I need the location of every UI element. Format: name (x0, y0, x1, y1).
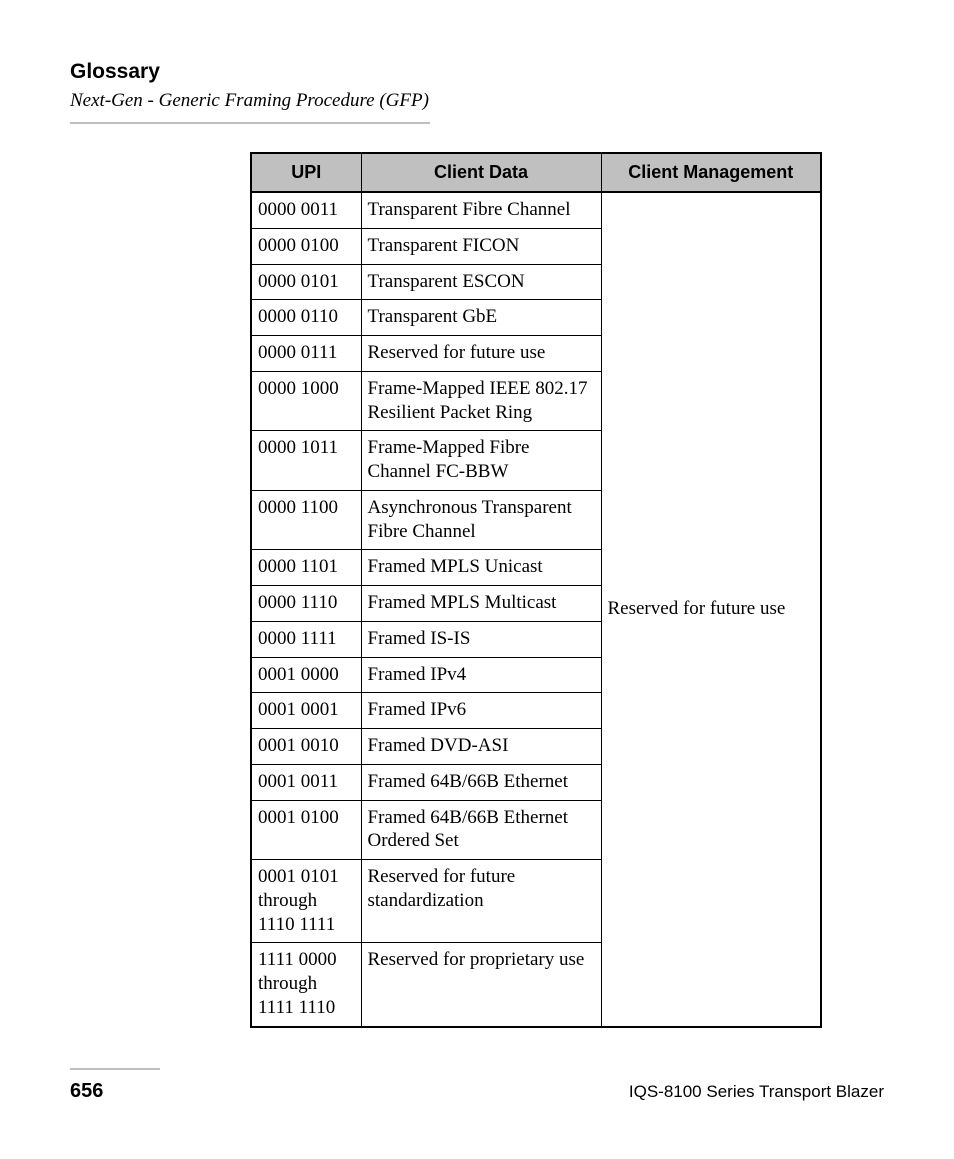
upi-table: UPI Client Data Client Management 0000 0… (250, 152, 822, 1028)
col-header-client-management: Client Management (601, 153, 821, 192)
section-title: Glossary (70, 60, 884, 84)
header-rule (70, 122, 430, 124)
upi-table-wrap: UPI Client Data Client Management 0000 0… (250, 152, 884, 1028)
cell-upi: 0000 1111 (251, 621, 361, 657)
cell-client-data: Framed MPLS Multicast (361, 586, 601, 622)
cell-upi: 0001 0010 (251, 729, 361, 765)
page-content: Glossary Next-Gen - Generic Framing Proc… (0, 0, 954, 1028)
cell-upi: 1111 0000 through 1111 1110 (251, 943, 361, 1027)
cell-client-data: Transparent ESCON (361, 264, 601, 300)
cell-client-data: Framed MPLS Unicast (361, 550, 601, 586)
page-number: 656 (70, 1080, 103, 1103)
product-name: IQS-8100 Series Transport Blazer (629, 1082, 884, 1102)
cell-client-data: Transparent FICON (361, 228, 601, 264)
cell-client-data: Frame-Mapped Fibre Channel FC-BBW (361, 431, 601, 491)
cell-client-data: Reserved for future standardization (361, 860, 601, 943)
cell-upi: 0001 0100 (251, 800, 361, 860)
cell-client-data: Framed DVD-ASI (361, 729, 601, 765)
cell-upi: 0000 1101 (251, 550, 361, 586)
cell-upi: 0000 1000 (251, 371, 361, 431)
footer-rule (70, 1068, 160, 1070)
cell-upi: 0001 0001 (251, 693, 361, 729)
upi-table-body: 0000 0011Transparent Fibre ChannelReserv… (251, 192, 821, 1027)
cell-client-data: Framed IPv6 (361, 693, 601, 729)
cell-client-data: Transparent GbE (361, 300, 601, 336)
section-subtitle: Next-Gen - Generic Framing Procedure (GF… (70, 90, 884, 112)
cell-client-data: Framed IPv4 (361, 657, 601, 693)
cell-upi: 0000 0111 (251, 336, 361, 372)
cell-client-data: Transparent Fibre Channel (361, 192, 601, 228)
cell-client-data: Framed 64B/66B Ethernet Ordered Set (361, 800, 601, 860)
cell-client-data: Asynchronous Transparent Fibre Channel (361, 490, 601, 550)
cell-client-data: Reserved for proprietary use (361, 943, 601, 1027)
table-header-row: UPI Client Data Client Management (251, 153, 821, 192)
cell-upi: 0000 0011 (251, 192, 361, 228)
page-footer: 656 IQS-8100 Series Transport Blazer (70, 1068, 884, 1103)
cell-client-data: Frame-Mapped IEEE 802.17 Resilient Packe… (361, 371, 601, 431)
footer-row: 656 IQS-8100 Series Transport Blazer (70, 1080, 884, 1103)
col-header-upi: UPI (251, 153, 361, 192)
col-header-client-data: Client Data (361, 153, 601, 192)
table-row: 0000 0011Transparent Fibre ChannelReserv… (251, 192, 821, 228)
cell-client-data: Framed IS-IS (361, 621, 601, 657)
cell-upi: 0000 0110 (251, 300, 361, 336)
cell-upi: 0001 0101 through 1110 1111 (251, 860, 361, 943)
cell-client-data: Framed 64B/66B Ethernet (361, 764, 601, 800)
cell-upi: 0000 1011 (251, 431, 361, 491)
cell-client-data: Reserved for future use (361, 336, 601, 372)
cell-upi: 0000 0101 (251, 264, 361, 300)
cell-upi: 0001 0011 (251, 764, 361, 800)
cell-upi: 0001 0000 (251, 657, 361, 693)
cell-client-management: Reserved for future use (601, 192, 821, 1027)
cell-upi: 0000 0100 (251, 228, 361, 264)
cell-upi: 0000 1100 (251, 490, 361, 550)
cell-upi: 0000 1110 (251, 586, 361, 622)
